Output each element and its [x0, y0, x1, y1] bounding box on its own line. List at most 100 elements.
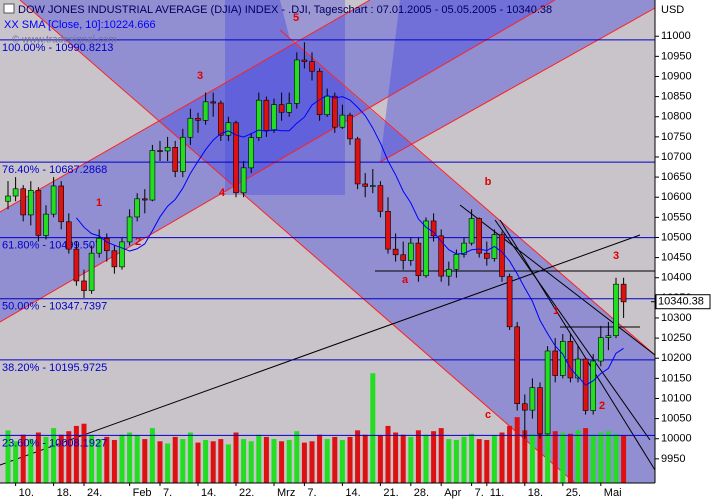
x-tick-label: Apr [444, 487, 461, 499]
volume-bar [605, 431, 611, 483]
candle-body [613, 283, 619, 336]
candle-body [58, 185, 65, 223]
candle-body [149, 150, 156, 201]
axis-background [0, 483, 655, 503]
candle-body [453, 254, 460, 270]
candle-body [461, 242, 467, 255]
candle-body [233, 122, 239, 194]
candle-body [620, 283, 627, 303]
x-tick-label: 24. [87, 487, 102, 499]
candle-body [468, 218, 475, 244]
volume-bar [73, 425, 79, 483]
x-tick-label: 14. [345, 487, 360, 499]
volume-bar [149, 428, 155, 483]
trend-line [459, 204, 656, 356]
volume-bar [560, 432, 566, 483]
volume-bar [165, 443, 171, 483]
y-tick-label: 10500 [661, 231, 692, 243]
y-tick-label: 10550 [661, 211, 692, 223]
candle-body [339, 114, 346, 128]
candle-body [180, 136, 186, 172]
volume-bar [279, 441, 285, 483]
volume-bar [469, 433, 475, 483]
title-icon [3, 3, 15, 14]
volume-bar [438, 428, 444, 483]
legend-entry: XX SMA [Close, 10]:10224.666 [4, 19, 156, 31]
y-tick-label: 10100 [661, 392, 692, 404]
watermark: © www.tradesignal.com [12, 35, 117, 46]
volume-bar [590, 434, 596, 483]
volume-bar [111, 439, 117, 483]
y-tick-label: 9950 [661, 453, 685, 465]
candle-body [210, 101, 216, 104]
candle-body [157, 150, 163, 152]
volume-bar [5, 430, 11, 483]
volume-bar [142, 439, 148, 483]
y-tick-label: 10650 [661, 171, 692, 183]
y-tick-label: 10250 [661, 332, 692, 344]
candle-body [271, 104, 277, 131]
volume-bar [537, 423, 543, 483]
y-tick-label: 10800 [661, 111, 692, 123]
candle-body [514, 326, 521, 405]
candle-body [407, 242, 414, 261]
candle-body [506, 276, 513, 328]
candle-body [476, 218, 483, 254]
volume-bar [400, 434, 406, 483]
volume-bar [309, 441, 315, 483]
candle-body [309, 61, 315, 72]
candle-body [430, 220, 437, 237]
candle-body [567, 341, 574, 379]
volume-bar [233, 432, 239, 483]
volume-layer [5, 373, 627, 483]
candle-body [324, 95, 331, 116]
candle-body [187, 118, 194, 138]
volume-bar [529, 433, 535, 483]
volume-bar [514, 417, 520, 483]
candle-body [529, 387, 536, 411]
wave-label: 1 [96, 197, 102, 209]
volume-bar [385, 425, 391, 483]
candle-body [126, 216, 133, 243]
y-tick-label: 10600 [661, 191, 692, 203]
wave-label: b [485, 176, 492, 188]
wave-label: c [485, 409, 491, 421]
volume-bar [256, 434, 262, 483]
x-tick-label: 18. [57, 487, 72, 499]
x-tick-label: 18. [528, 487, 543, 499]
volume-bar [575, 430, 581, 483]
trend-line [494, 219, 651, 441]
volume-bar [20, 434, 26, 483]
volume-bar [507, 425, 513, 483]
volume-bar [446, 439, 452, 483]
candle-body [172, 147, 178, 172]
volume-bar [355, 430, 361, 483]
volume-bar [271, 439, 277, 483]
candle-body [445, 268, 452, 277]
wave-label: 2 [135, 236, 141, 248]
volume-bar [294, 431, 300, 483]
volume-bar [248, 441, 254, 483]
candle-body [142, 198, 148, 201]
candle-body [552, 350, 559, 376]
wave-label: 2 [599, 400, 605, 412]
candle-body [423, 220, 429, 277]
candle-body [248, 137, 254, 169]
volume-bar [461, 436, 467, 483]
down-channel [20, 0, 655, 483]
x-tick-label: 14. [201, 487, 216, 499]
candle-body [499, 234, 505, 277]
trend-line [19, 0, 576, 484]
x-tick-label: 25. [566, 487, 581, 499]
x-tick-label: 22. [239, 487, 254, 499]
volume-bar [119, 434, 125, 483]
volume-bar [476, 439, 482, 483]
volume-bar [567, 433, 573, 483]
y-tick-label: 10050 [661, 413, 692, 425]
volume-bar [127, 432, 133, 483]
candle-body [575, 358, 581, 379]
x-tick-label: Feb [133, 487, 152, 499]
annotation-layer: 5 3 1 2 4 a b c 1 2 3 [96, 12, 619, 421]
volume-bar [491, 435, 497, 483]
